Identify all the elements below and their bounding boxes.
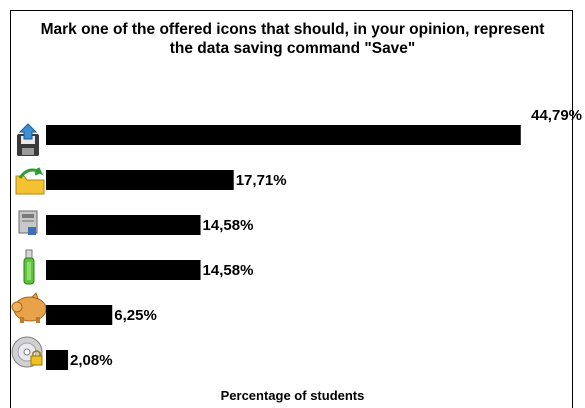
folder-arrow-icon — [15, 167, 45, 195]
category-icons — [11, 123, 47, 368]
data-label: 6,25% — [114, 307, 157, 324]
data-label: 17,71% — [236, 172, 287, 189]
data-label: 14,58% — [203, 217, 254, 234]
data-label: 14,58% — [203, 262, 254, 279]
x-axis-label: Percentage of students — [220, 388, 365, 403]
bar-folder-arrow — [46, 170, 234, 190]
data-label: 44,79% — [531, 107, 582, 124]
piggy-bank-icon — [11, 292, 47, 323]
data-label: 2,08% — [70, 352, 113, 369]
cd-lock-icon — [11, 336, 43, 368]
bar-cd-lock — [46, 350, 69, 370]
bar-usb-stick — [46, 260, 201, 280]
data-labels-group: 44,79% 17,71% 14,58% 14,58% 6,25% 2,08% — [70, 107, 582, 369]
bar-piggy-bank — [46, 305, 113, 325]
chart-title: Mark one of the offered icons that shoul… — [40, 21, 545, 57]
bars-group — [46, 125, 521, 370]
usb-stick-icon — [23, 249, 35, 285]
chart-frame — [10, 10, 573, 408]
drive-icon — [18, 210, 38, 235]
bar-floppy-upload — [46, 125, 521, 145]
bar-drive — [46, 215, 201, 235]
floppy-upload-icon — [17, 123, 39, 156]
